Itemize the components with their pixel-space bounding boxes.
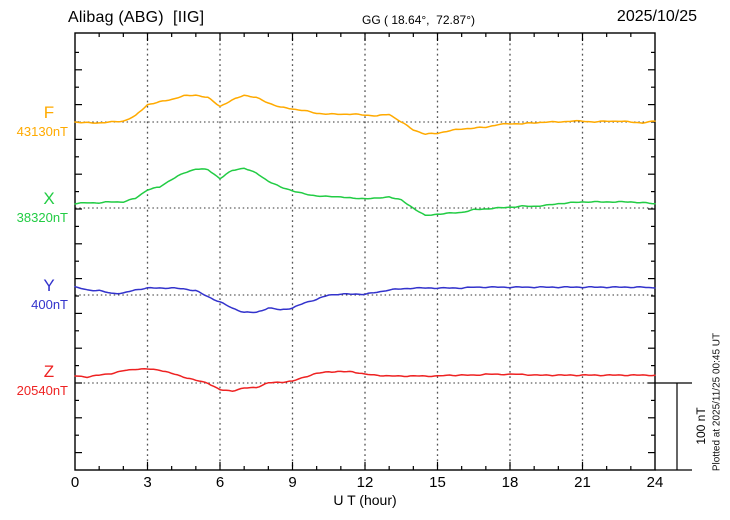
scale-bar (655, 382, 692, 471)
x-tick-label: 0 (70, 474, 80, 491)
trace-F (74, 94, 656, 136)
x-axis-label: U T (hour) (333, 492, 397, 508)
component-letter-F: F (43, 103, 55, 122)
series-label-F: F 43130nT (0, 104, 68, 138)
x-tick-label: 3 (143, 474, 152, 491)
x-tick-label: 24 (646, 474, 664, 491)
baseline-value-Z: 20540nT (16, 383, 68, 398)
x-tick-label: 15 (429, 474, 446, 491)
station-title: Alibag (ABG) [IIG] (68, 9, 205, 26)
series-label-Y: Y 400nT (0, 277, 68, 311)
baseline-value-F: 43130nT (16, 124, 68, 139)
baseline-value-Y: 400nT (31, 297, 68, 312)
grid-lines (146, 33, 584, 470)
geographic-coordinates: GG ( 18.64°, 72.87°) (362, 13, 475, 27)
x-tick-label: 21 (574, 474, 591, 491)
plot-frame (74, 32, 656, 471)
baseline-value-X: 38320nT (16, 210, 68, 225)
component-letter-Y: Y (43, 276, 55, 295)
x-tick-label: 9 (288, 474, 297, 491)
component-letter-Z: Z (43, 362, 55, 381)
x-tick-label: 6 (215, 474, 225, 491)
plotted-timestamp-note: Plotted at 2025/11/25 00:45 UT (711, 332, 723, 472)
series-label-Z: Z 20540nT (0, 363, 68, 397)
trace-X (74, 167, 656, 217)
component-letter-X: X (43, 189, 55, 208)
trace-Z (74, 367, 656, 392)
x-tick-label: 12 (356, 474, 374, 491)
observation-date: 2025/10/25 (616, 8, 697, 25)
trace-Y (74, 285, 656, 314)
scale-bar-label: 100 nT (694, 407, 708, 445)
x-tick-label: 18 (501, 474, 519, 491)
series-label-X: X 38320nT (0, 190, 68, 224)
